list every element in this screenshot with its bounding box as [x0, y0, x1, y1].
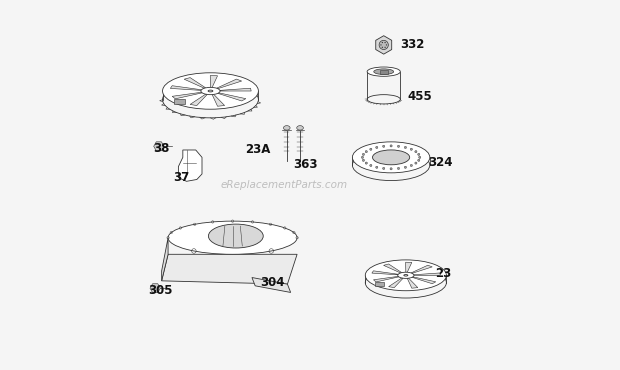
- Circle shape: [380, 44, 381, 46]
- Polygon shape: [162, 238, 168, 281]
- Circle shape: [415, 162, 417, 164]
- Ellipse shape: [168, 221, 297, 254]
- Text: 324: 324: [428, 157, 453, 169]
- Polygon shape: [150, 284, 161, 293]
- Polygon shape: [184, 78, 206, 88]
- Circle shape: [376, 166, 378, 168]
- Circle shape: [404, 147, 407, 148]
- Polygon shape: [414, 273, 440, 275]
- Polygon shape: [190, 94, 207, 105]
- Polygon shape: [170, 86, 202, 90]
- Circle shape: [362, 159, 365, 161]
- Text: 37: 37: [174, 171, 190, 184]
- Polygon shape: [411, 265, 432, 273]
- Circle shape: [404, 166, 407, 168]
- Text: 305: 305: [148, 283, 172, 296]
- Ellipse shape: [208, 90, 213, 92]
- Polygon shape: [373, 276, 399, 282]
- Polygon shape: [412, 277, 436, 284]
- Polygon shape: [218, 93, 246, 101]
- Polygon shape: [372, 271, 398, 275]
- Circle shape: [410, 164, 412, 166]
- Circle shape: [418, 153, 420, 155]
- Circle shape: [386, 44, 387, 46]
- Bar: [174, 99, 185, 104]
- Polygon shape: [407, 278, 418, 288]
- Circle shape: [397, 167, 400, 169]
- Ellipse shape: [397, 272, 414, 278]
- Ellipse shape: [283, 126, 290, 130]
- Circle shape: [384, 47, 386, 48]
- Ellipse shape: [373, 150, 410, 165]
- Text: 363: 363: [293, 158, 318, 171]
- Circle shape: [376, 147, 378, 148]
- Circle shape: [379, 40, 388, 50]
- Circle shape: [370, 164, 372, 166]
- Bar: [379, 70, 388, 74]
- Circle shape: [383, 167, 385, 169]
- Circle shape: [390, 145, 392, 147]
- Circle shape: [418, 159, 420, 161]
- Text: 38: 38: [153, 142, 170, 155]
- Ellipse shape: [201, 87, 220, 95]
- Circle shape: [370, 148, 372, 150]
- Polygon shape: [162, 254, 297, 284]
- Text: 23A: 23A: [246, 144, 271, 157]
- Ellipse shape: [352, 142, 430, 173]
- Ellipse shape: [208, 224, 264, 248]
- Ellipse shape: [365, 260, 446, 291]
- Ellipse shape: [297, 126, 303, 130]
- Circle shape: [382, 47, 383, 48]
- Polygon shape: [172, 92, 202, 99]
- Circle shape: [390, 168, 392, 170]
- Text: eReplacementParts.com: eReplacementParts.com: [221, 180, 348, 190]
- Text: 332: 332: [401, 38, 425, 51]
- Bar: [375, 282, 384, 286]
- Polygon shape: [220, 88, 251, 91]
- Polygon shape: [384, 264, 402, 273]
- Circle shape: [415, 151, 417, 153]
- Polygon shape: [376, 36, 392, 54]
- Circle shape: [397, 145, 400, 147]
- Text: 304: 304: [260, 276, 285, 289]
- Text: 455: 455: [408, 90, 432, 103]
- Polygon shape: [212, 94, 224, 106]
- Circle shape: [362, 153, 365, 155]
- Ellipse shape: [367, 67, 401, 76]
- Polygon shape: [210, 75, 218, 87]
- Polygon shape: [405, 262, 412, 272]
- Circle shape: [418, 156, 421, 158]
- Circle shape: [382, 42, 383, 43]
- Circle shape: [361, 156, 363, 158]
- Polygon shape: [252, 278, 291, 292]
- Circle shape: [410, 148, 412, 150]
- Ellipse shape: [374, 69, 394, 74]
- Circle shape: [365, 162, 368, 164]
- Polygon shape: [154, 142, 164, 151]
- Circle shape: [384, 42, 386, 43]
- Polygon shape: [179, 150, 202, 181]
- Text: 23: 23: [435, 267, 451, 280]
- Polygon shape: [216, 79, 242, 89]
- Ellipse shape: [404, 275, 408, 276]
- Ellipse shape: [162, 73, 259, 109]
- Circle shape: [365, 151, 368, 153]
- Circle shape: [383, 145, 385, 147]
- Polygon shape: [389, 278, 403, 287]
